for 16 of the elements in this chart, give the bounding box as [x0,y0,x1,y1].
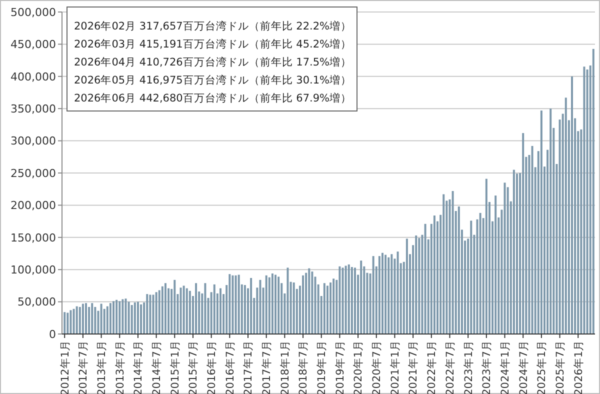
y-tick-label: 200,000 [10,199,56,212]
annotation: 2026年04月 410,726百万台湾ドル（前年比 17.5%増） [74,56,352,69]
y-tick-label: 50,000 [18,296,56,309]
annotation: 2026年06月 442,680百万台湾ドル（前年比 67.9%増） [74,92,352,105]
y-tick-label: 0 [49,328,56,341]
y-tick-label: 350,000 [10,102,56,116]
y-tick-label: 500,000 [10,6,56,19]
annotation: 2026年03月 415,191百万台湾ドル（前年比 45.2%増） [74,38,352,51]
annotation: 2026年05月 416,975百万台湾ドル（前年比 30.1%増） [74,74,352,87]
y-tick-label: 250,000 [10,166,56,180]
y-tick-label: 450,000 [10,38,56,52]
annotation: 2026年02月 317,657百万台湾ドル（前年比 22.2%増） [74,20,352,33]
y-tick-label: 300,000 [10,134,56,148]
y-tick-label: 150,000 [10,231,56,244]
y-tick-label: 400,000 [10,70,56,84]
y-tick-label: 100,000 [10,263,56,276]
